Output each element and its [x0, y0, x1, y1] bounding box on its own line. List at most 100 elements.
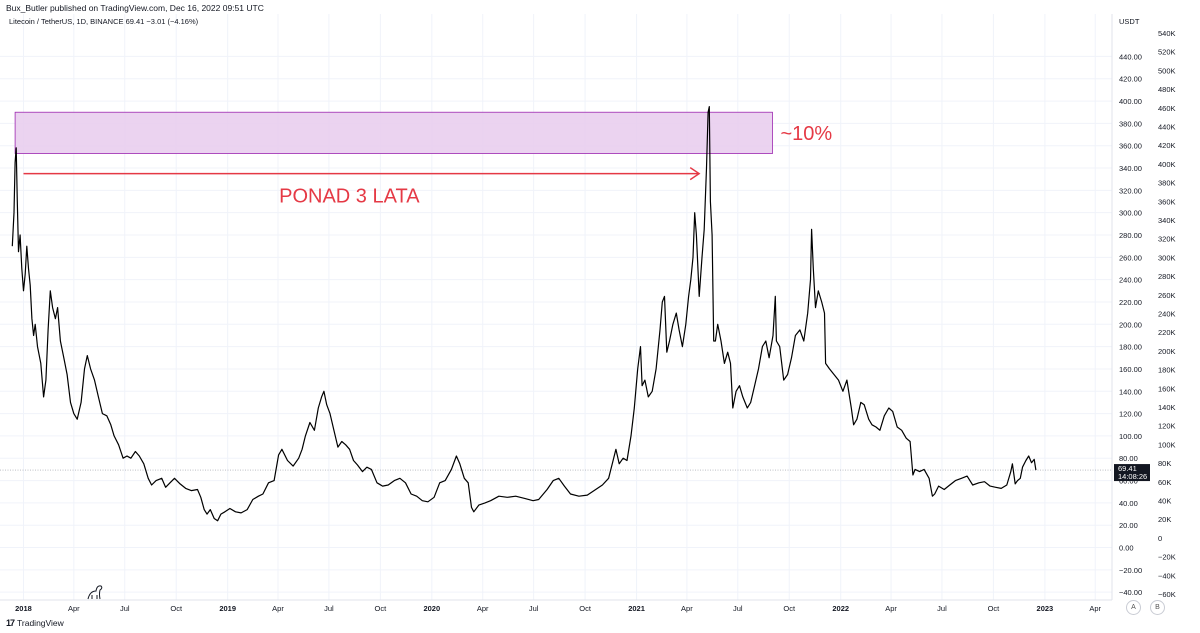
- volume-tick-label: 100K: [1158, 440, 1176, 449]
- auto-scale-button[interactable]: A: [1126, 600, 1141, 615]
- price-tick-label: 200.00: [1119, 320, 1142, 329]
- volume-tick-label: 180K: [1158, 366, 1176, 375]
- volume-tick-label: 200K: [1158, 347, 1176, 356]
- duration-arrow[interactable]: [23, 167, 701, 181]
- bar-countdown: 14:08:26: [1118, 472, 1147, 481]
- price-tick-label: 260.00: [1119, 253, 1142, 262]
- price-series-line[interactable]: [11, 106, 1037, 522]
- volume-tick-label: 240K: [1158, 310, 1176, 319]
- time-axis: 2018 Apr Jul Oct 2019 Apr Jul Oct 2020 Apr Jul Oct 2…: [15, 604, 1101, 613]
- grid-lines: [0, 14, 1112, 600]
- time-tick-label: 2019: [219, 604, 236, 613]
- time-tick-label: Jul: [120, 604, 130, 613]
- price-tick-label: −20.00: [1119, 566, 1142, 575]
- volume-tick-label: 540K: [1158, 29, 1176, 38]
- price-tick-label: 300.00: [1119, 209, 1142, 218]
- volume-tick-label: 60K: [1158, 478, 1171, 487]
- time-tick-label: Apr: [681, 604, 693, 613]
- price-tick-label: 140.00: [1119, 387, 1142, 396]
- last-price-tag: 69.41 14:08:26: [1114, 464, 1150, 482]
- time-tick-label: Apr: [885, 604, 897, 613]
- volume-tick-label: 20K: [1158, 515, 1171, 524]
- volume-tick-label: 460K: [1158, 104, 1176, 113]
- time-tick-label: Apr: [272, 604, 284, 613]
- volume-tick-label: 520K: [1158, 48, 1176, 57]
- price-zone-box[interactable]: [14, 111, 773, 154]
- price-tick-label: 160.00: [1119, 365, 1142, 374]
- price-axis: −40.00 −20.00 0.00 20.00 40.00 60.00 80.00 100.…: [1119, 52, 1142, 597]
- volume-tick-label: 500K: [1158, 66, 1176, 75]
- time-tick-label: Apr: [68, 604, 80, 613]
- symbol-legend[interactable]: Litecoin / TetherUS, 1D, BINANCE 69.41 −…: [9, 17, 199, 26]
- log-scale-button[interactable]: B: [1150, 600, 1165, 615]
- dino-icon: [87, 585, 103, 600]
- tradingview-footer: 17 TradingView: [6, 618, 64, 628]
- volume-tick-label: 0: [1158, 534, 1162, 543]
- arrow-head-icon: [689, 167, 701, 181]
- price-tick-label: 60.00: [1119, 477, 1138, 486]
- time-tick-label: 2023: [1037, 604, 1054, 613]
- price-tick-label: 40.00: [1119, 499, 1138, 508]
- volume-tick-label: 320K: [1158, 235, 1176, 244]
- price-tick-label: 360.00: [1119, 142, 1142, 151]
- price-tick-label: 100.00: [1119, 432, 1142, 441]
- time-tick-label: 2018: [15, 604, 32, 613]
- price-tick-label: 0.00: [1119, 544, 1134, 553]
- zone-percent-label: ~10%: [780, 123, 832, 145]
- time-tick-label: 2021: [628, 604, 645, 613]
- volume-tick-label: −20K: [1158, 553, 1176, 562]
- price-tick-label: 340.00: [1119, 164, 1142, 173]
- volume-tick-label: 360K: [1158, 197, 1176, 206]
- price-tick-label: 180.00: [1119, 343, 1142, 352]
- time-tick-label: Jul: [529, 604, 539, 613]
- price-tick-label: 20.00: [1119, 521, 1138, 530]
- time-tick-label: 2022: [832, 604, 849, 613]
- price-tick-label: 320.00: [1119, 186, 1142, 195]
- tradingview-brand: TradingView: [17, 618, 64, 628]
- price-tick-label: 80.00: [1119, 454, 1138, 463]
- publish-info: Bux_Butler published on TradingView.com,…: [6, 3, 264, 13]
- tradingview-logo-icon: 17: [6, 618, 15, 628]
- volume-tick-label: 260K: [1158, 291, 1176, 300]
- volume-tick-label: 160K: [1158, 384, 1176, 393]
- time-tick-label: Jul: [937, 604, 947, 613]
- volume-tick-label: 440K: [1158, 123, 1176, 132]
- price-tick-label: 120.00: [1119, 410, 1142, 419]
- volume-tick-label: 300K: [1158, 253, 1176, 262]
- time-tick-label: Oct: [579, 604, 592, 613]
- price-tick-label: 220.00: [1119, 298, 1142, 307]
- time-tick-label: Apr: [477, 604, 489, 613]
- price-tick-label: 420.00: [1119, 75, 1142, 84]
- currency-label: USDT: [1119, 17, 1140, 26]
- price-tick-label: 440.00: [1119, 52, 1142, 61]
- volume-tick-label: 480K: [1158, 85, 1176, 94]
- time-tick-label: Oct: [375, 604, 388, 613]
- volume-tick-label: 400K: [1158, 160, 1176, 169]
- volume-tick-label: 280K: [1158, 272, 1176, 281]
- last-price-value: 69.41: [1118, 464, 1137, 473]
- price-tick-label: 400.00: [1119, 97, 1142, 106]
- price-tick-label: 380.00: [1119, 119, 1142, 128]
- duration-label: PONAD 3 LATA: [279, 186, 420, 208]
- volume-tick-label: 40K: [1158, 497, 1171, 506]
- price-tick-label: 280.00: [1119, 231, 1142, 240]
- volume-tick-label: −40K: [1158, 571, 1176, 580]
- price-tick-label: 240.00: [1119, 276, 1142, 285]
- time-tick-label: Apr: [1089, 604, 1101, 613]
- time-tick-label: Jul: [324, 604, 334, 613]
- time-tick-label: Oct: [783, 604, 796, 613]
- volume-tick-label: 340K: [1158, 216, 1176, 225]
- time-tick-label: Oct: [988, 604, 1001, 613]
- volume-tick-label: 380K: [1158, 179, 1176, 188]
- volume-tick-label: 420K: [1158, 141, 1176, 150]
- time-tick-label: Oct: [170, 604, 183, 613]
- time-tick-label: 2020: [423, 604, 440, 613]
- volume-tick-label: 120K: [1158, 422, 1176, 431]
- volume-tick-label: 220K: [1158, 328, 1176, 337]
- volume-tick-label: 80K: [1158, 459, 1171, 468]
- time-tick-label: Jul: [733, 604, 743, 613]
- price-tick-label: −40.00: [1119, 588, 1142, 597]
- volume-axis: 540K 520K 500K 480K 460K 440K 420K 400K 380K 360K…: [1158, 29, 1176, 599]
- volume-tick-label: 140K: [1158, 403, 1176, 412]
